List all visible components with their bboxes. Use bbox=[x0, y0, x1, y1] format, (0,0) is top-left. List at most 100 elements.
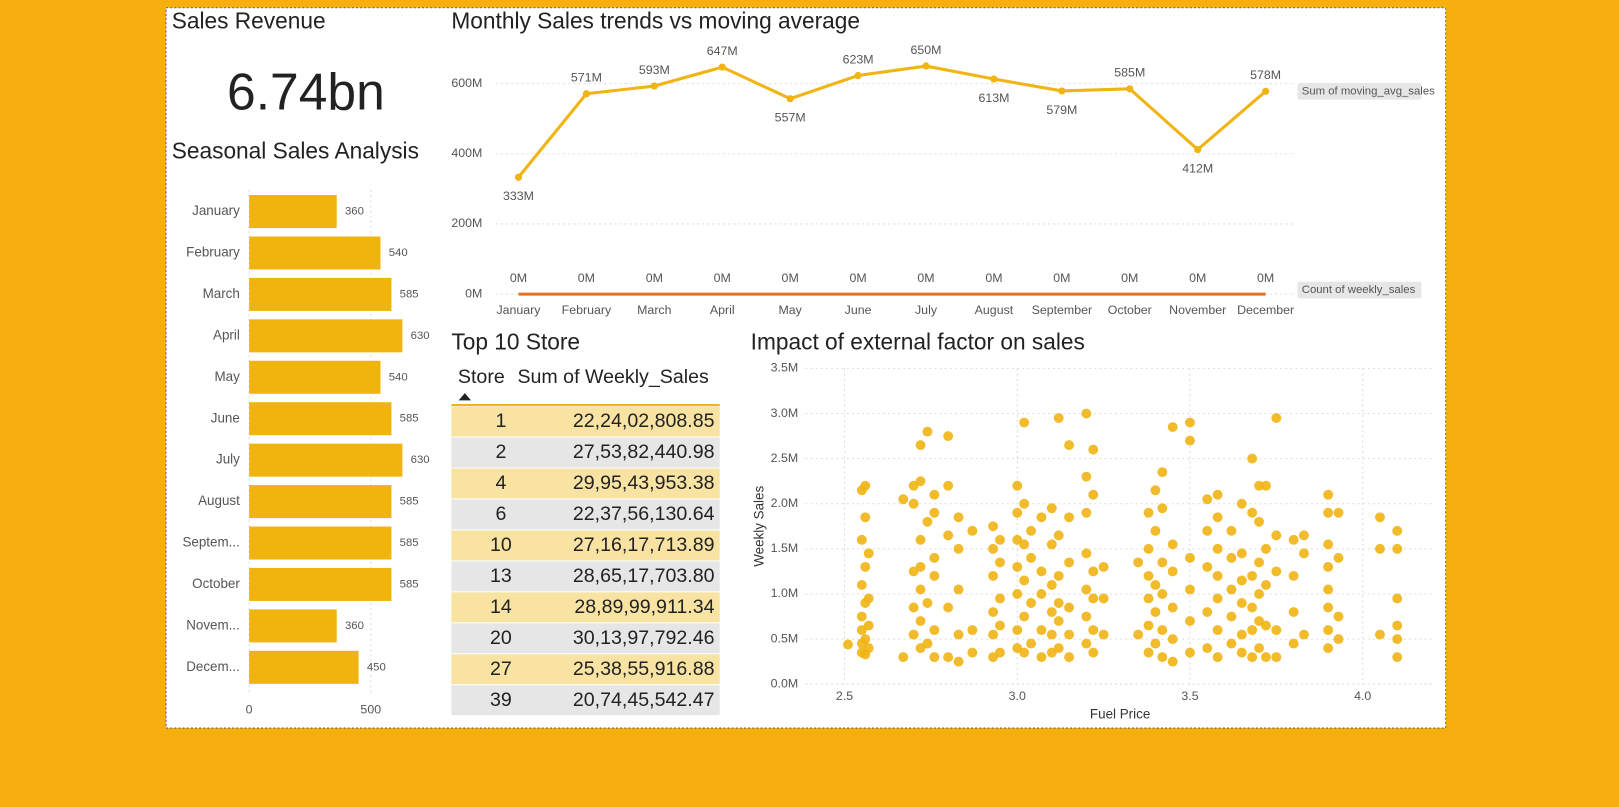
point bbox=[1088, 593, 1099, 604]
table-cell: 27,16,17,713.89 bbox=[573, 534, 715, 556]
column-header: Store bbox=[458, 366, 505, 388]
point bbox=[1098, 593, 1109, 604]
y-tick-label: 0.5M bbox=[771, 631, 799, 645]
point bbox=[1133, 557, 1144, 568]
point bbox=[1081, 408, 1092, 419]
point bbox=[1053, 530, 1064, 541]
marker bbox=[582, 90, 591, 98]
x-tick-label: April bbox=[710, 303, 735, 317]
data-label: 650M bbox=[911, 43, 942, 57]
data-label: 0M bbox=[849, 271, 866, 285]
x-tick-label: January bbox=[496, 303, 541, 317]
data-label: 0M bbox=[917, 271, 934, 285]
point bbox=[1288, 534, 1299, 545]
point bbox=[1392, 652, 1403, 663]
table-cell: 30,13,97,792.46 bbox=[573, 627, 715, 649]
point bbox=[915, 476, 926, 487]
point bbox=[995, 557, 1005, 568]
point bbox=[929, 489, 940, 500]
data-label: 0M bbox=[1189, 271, 1206, 285]
table-cell: 13 bbox=[490, 565, 512, 587]
sort-arrow bbox=[458, 393, 472, 401]
point bbox=[1053, 570, 1064, 581]
bar bbox=[249, 443, 403, 477]
y-axis-label: Weekly Sales bbox=[752, 486, 767, 567]
point bbox=[1392, 593, 1403, 604]
y-tick-label: March bbox=[203, 286, 240, 301]
point bbox=[1236, 575, 1247, 586]
point bbox=[1012, 589, 1023, 599]
point bbox=[1247, 602, 1258, 613]
point bbox=[1167, 422, 1178, 433]
point bbox=[1150, 607, 1161, 617]
point bbox=[1323, 507, 1334, 518]
point bbox=[1133, 629, 1144, 640]
marker bbox=[786, 95, 794, 103]
legend-box bbox=[1297, 83, 1422, 100]
point bbox=[843, 639, 853, 650]
bar bbox=[249, 485, 392, 519]
point bbox=[1299, 548, 1309, 559]
point bbox=[915, 584, 926, 595]
point bbox=[1288, 607, 1299, 617]
point bbox=[1236, 647, 1247, 658]
data-label: 412M bbox=[1182, 161, 1213, 175]
point bbox=[1392, 634, 1403, 645]
point bbox=[1247, 625, 1258, 636]
column-header: Sum of Weekly_Sales bbox=[517, 366, 709, 388]
point bbox=[988, 607, 999, 617]
point bbox=[967, 625, 978, 636]
x-tick-label: 500 bbox=[360, 702, 381, 716]
data-label: 571M bbox=[571, 71, 602, 85]
point bbox=[1323, 561, 1334, 572]
bar bbox=[249, 609, 337, 643]
point bbox=[856, 534, 867, 545]
point bbox=[1247, 507, 1258, 518]
point bbox=[1392, 525, 1403, 536]
point bbox=[1288, 638, 1299, 649]
y-tick-label: 3.5M bbox=[771, 361, 799, 375]
point bbox=[1261, 652, 1271, 663]
point bbox=[1046, 539, 1057, 550]
point bbox=[1323, 584, 1334, 595]
point bbox=[953, 543, 964, 554]
point bbox=[1375, 629, 1385, 640]
point bbox=[1012, 507, 1023, 518]
table-cell: 1 bbox=[495, 410, 506, 432]
point bbox=[898, 494, 909, 505]
point bbox=[1202, 561, 1213, 572]
point bbox=[1064, 512, 1075, 523]
point bbox=[1226, 525, 1237, 536]
point bbox=[1157, 503, 1168, 514]
marker bbox=[718, 63, 726, 71]
data-label: 585 bbox=[400, 578, 419, 590]
data-label: 360 bbox=[345, 206, 364, 218]
point bbox=[1333, 552, 1344, 563]
point bbox=[1333, 611, 1344, 622]
table-cell: 22,37,56,130.64 bbox=[573, 503, 715, 525]
point bbox=[1019, 647, 1030, 658]
point bbox=[988, 543, 999, 554]
data-label: 630 bbox=[411, 454, 430, 466]
point bbox=[915, 616, 926, 626]
y-tick-label: October bbox=[192, 576, 240, 591]
y-tick-label: 1.0M bbox=[771, 586, 799, 600]
data-label: 0M bbox=[646, 271, 663, 285]
marker bbox=[1262, 87, 1270, 95]
point bbox=[1157, 467, 1168, 478]
legend-label: Count of weekly_sales bbox=[1302, 284, 1416, 296]
point bbox=[1053, 643, 1064, 654]
point bbox=[1261, 480, 1271, 491]
marker bbox=[1126, 85, 1134, 93]
point bbox=[908, 629, 919, 640]
point bbox=[860, 512, 871, 523]
point bbox=[1081, 611, 1092, 622]
point bbox=[1261, 543, 1271, 554]
x-tick-label: March bbox=[637, 303, 671, 317]
table-cell: 28,65,17,703.80 bbox=[573, 565, 715, 587]
point bbox=[1150, 485, 1161, 496]
point bbox=[953, 656, 964, 667]
point bbox=[943, 431, 954, 442]
point bbox=[1098, 629, 1109, 640]
bar bbox=[249, 277, 392, 311]
